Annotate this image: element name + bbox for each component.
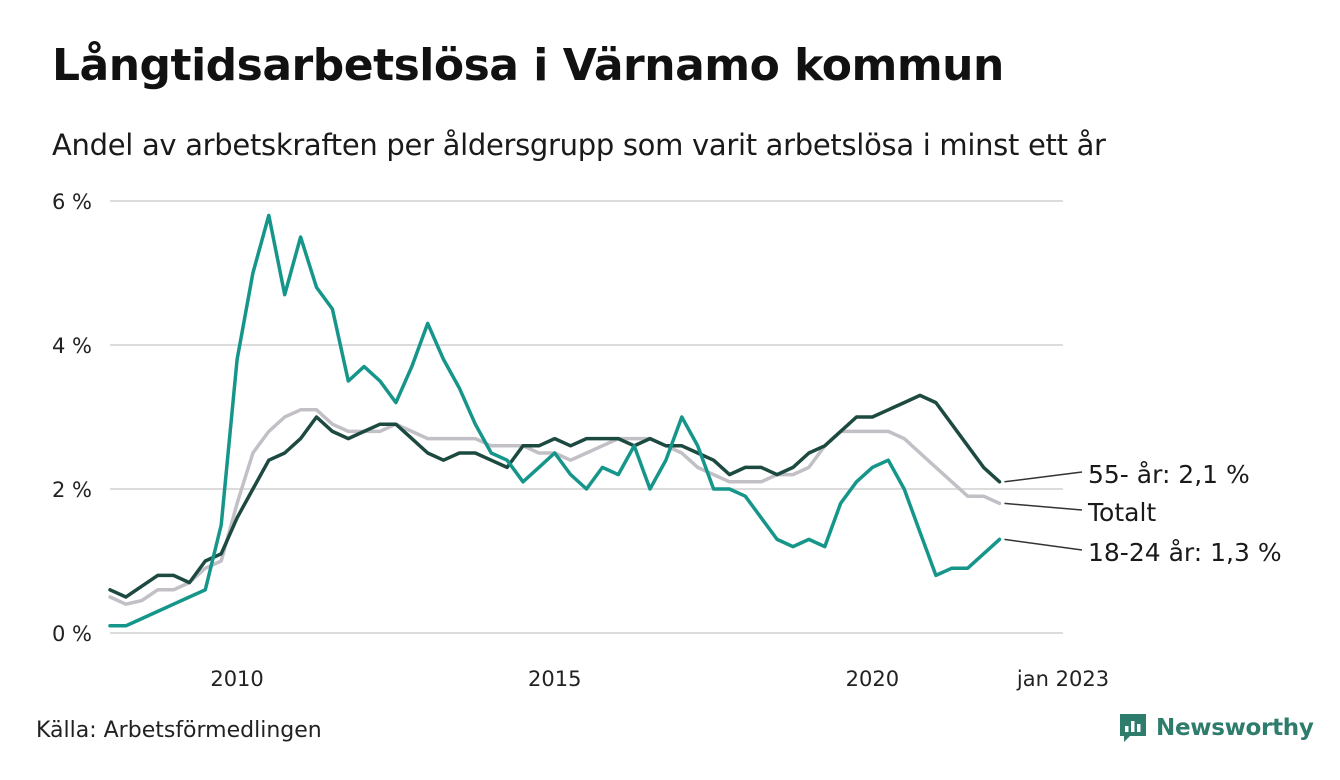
x-tick-label: 2015 xyxy=(528,667,581,691)
source-note: Källa: Arbetsförmedlingen xyxy=(36,718,322,743)
x-tick-label: 2010 xyxy=(210,667,263,691)
brand-name: Newsworthy xyxy=(1156,715,1314,741)
y-tick-label: 2 % xyxy=(52,478,92,502)
y-axis-ticks: 0 % 2 % 4 % 6 % xyxy=(52,190,92,646)
end-label-total: Totalt xyxy=(1087,498,1156,527)
brand-logo[interactable]: Newsworthy xyxy=(1118,712,1314,744)
end-label-age-55: 55- år: 2,1 % xyxy=(1088,460,1250,489)
line-chart: 0 % 2 % 4 % 6 % 2010 2015 2020 jan 2023 55- år… xyxy=(52,190,1282,691)
x-tick-label: 2020 xyxy=(846,667,899,691)
chart-title: Långtidsarbetslösa i Värnamo kommun xyxy=(52,40,1004,91)
x-axis-ticks: 2010 2015 2020 jan 2023 xyxy=(210,667,1109,691)
end-label-leader xyxy=(1004,502,1083,511)
series-line-age-55 xyxy=(108,393,1002,599)
grid-layer xyxy=(110,200,1063,634)
y-tick-label: 0 % xyxy=(52,622,92,646)
end-label-age-18-24: 18-24 år: 1,3 % xyxy=(1088,538,1282,567)
x-tick-label: jan 2023 xyxy=(1016,667,1109,691)
y-tick-label: 6 % xyxy=(52,190,92,214)
y-tick-label: 4 % xyxy=(52,334,92,358)
end-label-leader xyxy=(1004,471,1083,483)
series-layer xyxy=(108,213,1002,628)
chart-subtitle: Andel av arbetskraften per åldersgrupp s… xyxy=(52,128,1106,162)
series-end-labels: 55- år: 2,1 % Totalt 18-24 år: 1,3 % xyxy=(1004,460,1282,567)
newsworthy-logo-icon xyxy=(1120,714,1146,742)
end-label-leader xyxy=(1004,538,1083,551)
series-line-age-18-24 xyxy=(108,213,1002,628)
